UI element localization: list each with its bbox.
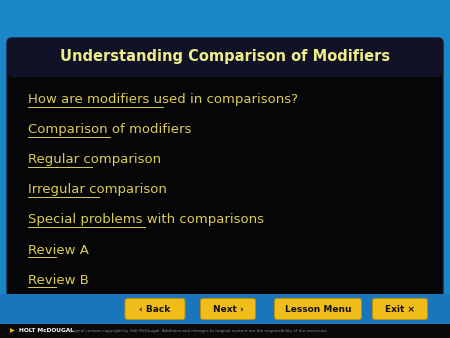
Text: Review B: Review B xyxy=(28,273,89,287)
Text: Original content copyright by Holt McDougal. Additions and changes to original c: Original content copyright by Holt McDou… xyxy=(68,329,328,333)
Text: Special problems with comparisons: Special problems with comparisons xyxy=(28,214,264,226)
Text: HOLT McDOUGAL: HOLT McDOUGAL xyxy=(19,329,74,334)
Text: Comparison of modifiers: Comparison of modifiers xyxy=(28,123,191,137)
Text: Review A: Review A xyxy=(28,243,89,257)
FancyBboxPatch shape xyxy=(0,324,450,338)
Text: Next ›: Next › xyxy=(212,305,243,314)
Text: ‹ Back: ‹ Back xyxy=(140,305,171,314)
FancyBboxPatch shape xyxy=(0,294,450,338)
FancyBboxPatch shape xyxy=(373,298,427,319)
Text: Lesson Menu: Lesson Menu xyxy=(285,305,351,314)
Text: Understanding Comparison of Modifiers: Understanding Comparison of Modifiers xyxy=(60,49,390,65)
FancyBboxPatch shape xyxy=(274,298,361,319)
FancyBboxPatch shape xyxy=(8,39,442,77)
FancyBboxPatch shape xyxy=(7,38,443,313)
Text: Exit ×: Exit × xyxy=(385,305,415,314)
FancyBboxPatch shape xyxy=(201,298,256,319)
FancyBboxPatch shape xyxy=(125,298,185,319)
Text: How are modifiers used in comparisons?: How are modifiers used in comparisons? xyxy=(28,94,298,106)
Text: Irregular comparison: Irregular comparison xyxy=(28,184,167,196)
Text: Regular comparison: Regular comparison xyxy=(28,153,161,167)
Text: ▶: ▶ xyxy=(9,329,14,334)
